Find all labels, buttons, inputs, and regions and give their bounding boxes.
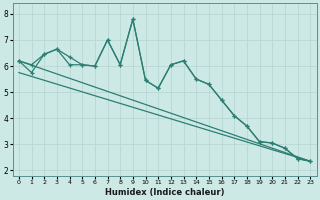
X-axis label: Humidex (Indice chaleur): Humidex (Indice chaleur): [105, 188, 224, 197]
